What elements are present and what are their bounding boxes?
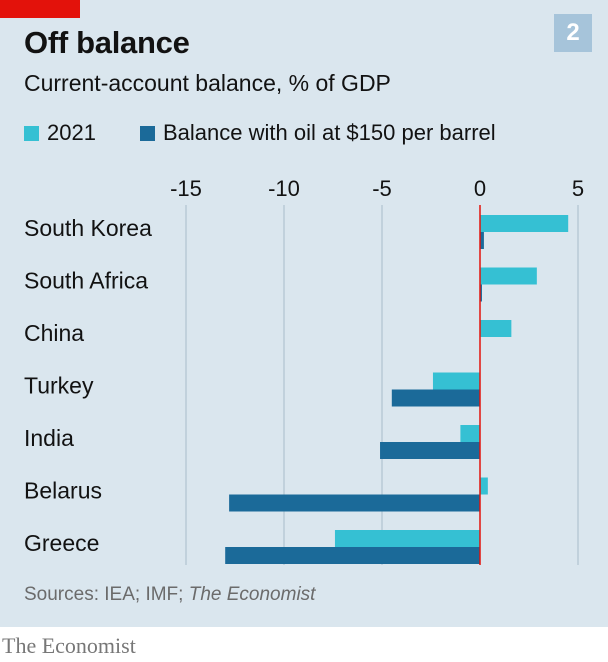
bar	[480, 232, 484, 249]
source-prefix: Sources: IEA; IMF;	[24, 584, 189, 605]
legend-item-2021: 2021	[24, 120, 96, 146]
bar	[460, 425, 480, 442]
bar	[229, 494, 480, 512]
source-note: Sources: IEA; IMF; The Economist	[24, 584, 315, 606]
category-label: India	[24, 425, 74, 451]
legend-label-oil-150: Balance with oil at $150 per barrel	[163, 120, 496, 145]
chart-subtitle: Current-account balance, % of GDP	[24, 70, 391, 96]
bar	[480, 215, 569, 232]
bar	[225, 547, 480, 564]
bar	[391, 389, 480, 407]
category-label: China	[24, 320, 84, 346]
category-label: Turkey	[24, 373, 94, 399]
bar	[480, 320, 512, 337]
bar	[334, 530, 480, 547]
bar	[480, 284, 482, 302]
category-label: South Africa	[24, 268, 148, 294]
brand-red-tab	[0, 0, 80, 18]
legend-label-2021: 2021	[47, 120, 96, 145]
legend-swatch-2021	[24, 125, 39, 141]
x-tick-label: -15	[170, 176, 202, 201]
chart-title: Off balance	[24, 25, 190, 60]
x-tick-label: -5	[372, 176, 392, 201]
bar-chart: -15 -10 -5 0 5 South Korea South Africa China Tu…	[24, 176, 584, 565]
x-tick-label: 5	[572, 176, 584, 201]
legend-swatch-oil-150	[140, 125, 155, 141]
x-tick-label: -10	[268, 176, 300, 201]
bar	[380, 442, 480, 459]
brand-wordmark: The Economist	[2, 633, 136, 658]
bar	[432, 372, 480, 390]
chart-number-badge: 2	[554, 14, 592, 52]
bar	[480, 477, 488, 495]
legend-item-oil-150: Balance with oil at $150 per barrel	[140, 120, 496, 146]
category-label: Belarus	[24, 478, 102, 504]
bar	[480, 267, 537, 285]
category-label: South Korea	[24, 215, 152, 241]
x-tick-label: 0	[474, 176, 486, 201]
source-publication: The Economist	[188, 584, 316, 605]
category-label: Greece	[24, 530, 99, 556]
chart-panel	[0, 0, 608, 627]
